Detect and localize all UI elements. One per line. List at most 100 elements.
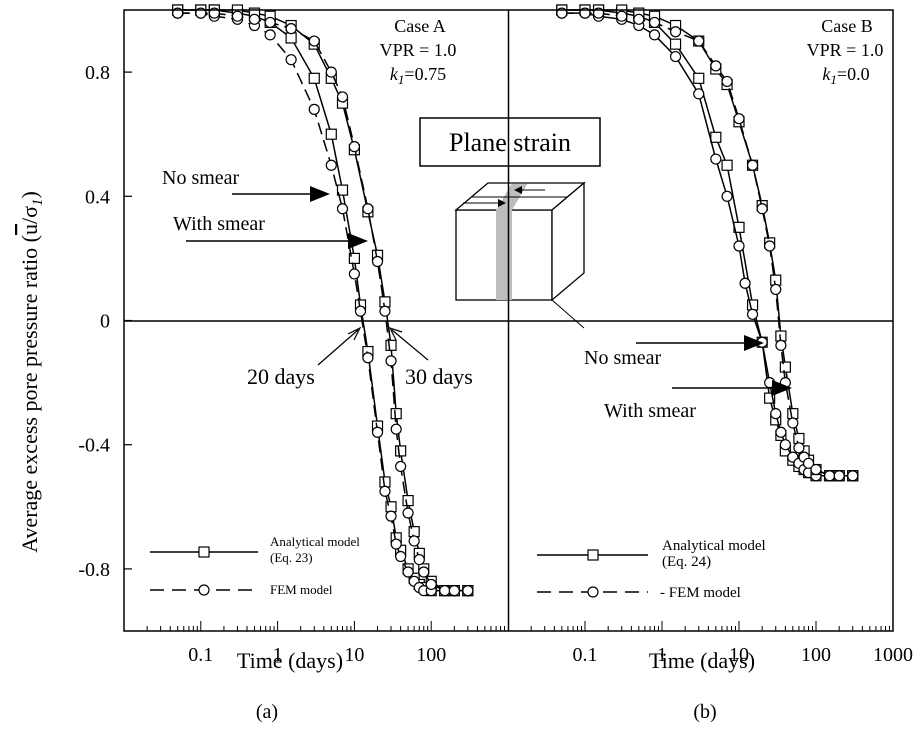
y-tick-label: 0.4 [85,186,110,208]
data-point-circle [336,91,349,103]
panel-a-sublabel: (a) [256,701,278,723]
data-point-circle [379,305,391,317]
y-tick-label: -0.8 [78,559,110,581]
data-point-square [779,361,791,373]
panel-b-legend-analytical-label: Analytical model [662,538,766,554]
panel-b-curves [556,4,859,482]
panel-a-with-smear-arrow-head [348,233,368,249]
data-point-circle [764,240,776,252]
data-point-circle [793,442,805,454]
x-tick-label: 0.1 [573,644,598,666]
x-tick-label: 100 [801,644,831,666]
panel-b-x-axis-label: Time (days) [649,648,755,673]
panel-b-legend-analytical-eq: (Eq. 24) [662,554,711,570]
data-point-circle [770,283,782,296]
panel-a-case-title: Case A [394,16,446,36]
panel-a-legend-analytical-marker [198,546,210,558]
data-point-circle [325,159,337,171]
data-point-circle [448,585,460,597]
data-point-circle [847,470,859,482]
panel-b-legend-fem-label: - FEM model [660,585,741,601]
panel-a-no-smear-arrow-head [310,186,330,202]
x-tick-label: 1 [273,644,283,666]
y-tick-label: 0 [100,311,110,333]
data-point-circle [787,417,799,429]
cube-icon [454,181,586,329]
data-point-circle [425,578,437,591]
x-tick-label: 1 [657,644,667,666]
data-point-circle [669,26,682,38]
x-tick-label: 10 [344,644,364,666]
data-point-circle [348,268,360,280]
data-point-circle [693,35,705,47]
panel-a-legend-analytical-eq: (Eq. 23) [270,550,313,565]
panel-a-30-days-arrow [391,329,429,361]
data-point-square [721,159,733,171]
panel-a-x-tick-labels: 0.1 1 10 100 [188,644,446,666]
data-point-circle [802,457,815,469]
data-point-circle [669,50,682,63]
inset-plane-strain: Plane strain [419,117,601,329]
panel-a-20-days-arrow-head [347,326,362,341]
data-point-circle [231,10,244,22]
data-point-circle [739,277,751,289]
data-point-circle [325,66,337,78]
data-point-circle [833,470,845,482]
x-tick-label: 100 [416,644,446,666]
data-point-circle [710,153,722,165]
panel-a-case-vpr: VPR = 1.0 [380,40,457,60]
panel-b: 0.1 1 10 100 1000 Time (days) (b) Case B VPR… [530,4,913,723]
panel-a-20-days-arrow [317,329,359,366]
data-point-circle [756,203,768,215]
x-tick-label: 10 [729,644,749,666]
y-tick-label: -0.4 [78,435,110,457]
data-point-circle [385,355,397,367]
inset-label: Plane strain [449,128,571,157]
data-point-square [348,252,360,264]
inset-label-box [419,117,601,167]
panel-b-legend-fem-marker [587,586,599,598]
data-point-circle [746,159,759,171]
data-point-square [390,408,402,420]
data-point-circle [775,426,787,438]
data-point-circle [385,510,397,522]
data-point-square [285,32,297,44]
data-point-circle [733,240,745,252]
data-point-circle [390,538,402,550]
data-point-circle [336,203,349,215]
panel-b-with-smear-arrow-head [772,380,792,396]
data-point-circle [348,141,360,153]
panel-a-no-smear-label: No smear [162,167,240,189]
data-point-square [693,72,705,84]
data-point-circle [308,103,320,115]
data-point-circle [362,352,374,364]
data-point-circle [285,23,297,35]
data-point-square [764,392,776,404]
data-point-circle [775,339,787,351]
x-tick-label: 1000 [873,644,913,666]
panel-b-legend: Analytical model (Eq. 24) - FEM model [537,538,766,601]
data-point-circle [721,75,733,88]
data-point-circle [770,408,782,420]
panel-a-30-days-arrow-head [388,326,403,341]
data-point-circle [248,13,261,25]
panel-b-no-smear-arrow-head [744,335,764,351]
data-point-circle [285,54,297,66]
data-point-circle [413,553,425,566]
panel-b-sublabel: (b) [693,701,716,723]
panel-a-legend-fem-marker [198,584,210,596]
panel-b-case-vpr: VPR = 1.0 [807,40,884,60]
data-point-square [402,494,414,507]
panel-a-20-days-label: 20 days [247,364,315,389]
x-tick-label: 0.1 [188,644,213,666]
data-point-circle [648,29,661,41]
data-point-circle [439,585,451,597]
panel-b-with-smear-label: With smear [604,400,696,422]
data-point-square [379,296,391,308]
data-point-square [325,128,337,140]
data-point-circle [395,550,407,563]
data-point-square [710,131,722,143]
panel-b-no-smear-label: No smear [584,347,662,369]
y-tick-label: 0.8 [85,62,110,84]
panel-a-case-k: k1=0.75 [390,64,446,87]
